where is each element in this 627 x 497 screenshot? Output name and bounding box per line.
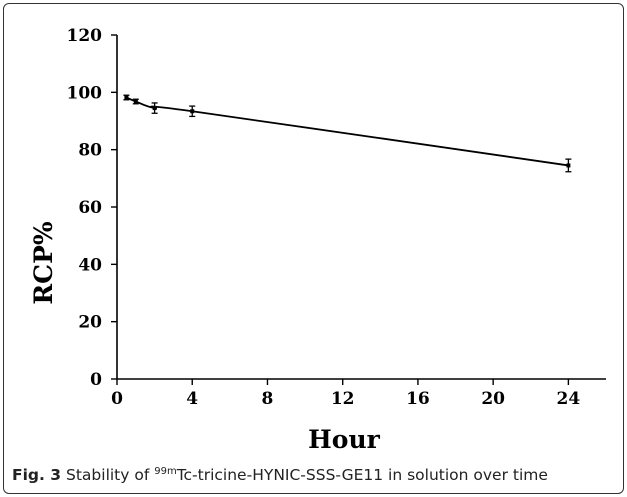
figure-caption: Fig. 3 Stability of 99mTc-tricine-HYNIC-… (12, 466, 548, 484)
y-tick-label: 20 (78, 313, 102, 333)
data-point (133, 99, 138, 104)
x-tick-label: 0 (111, 389, 123, 409)
y-tick-label: 0 (90, 370, 102, 390)
x-tick-label: 16 (406, 389, 430, 409)
x-tick-label: 8 (262, 389, 274, 409)
x-tick-label: 4 (186, 389, 198, 409)
y-axis-label: RCP% (29, 221, 58, 304)
y-tick-label: 120 (67, 26, 103, 46)
data-point (124, 95, 129, 100)
x-tick-label: 12 (331, 389, 355, 409)
caption-superscript: 99m (154, 466, 177, 477)
ticks: 0 20 40 60 80 100 120 0 4 8 12 16 20 24 (67, 26, 581, 409)
x-tick-label: 24 (557, 389, 581, 409)
caption-text-after: Tc-tricine-HYNIC-SSS-GE11 in solution ov… (176, 466, 548, 484)
axes (116, 35, 606, 380)
caption-label: Fig. 3 (12, 466, 62, 484)
data-point (152, 106, 157, 111)
data-marks (123, 94, 572, 173)
y-tick-label: 100 (67, 83, 103, 103)
x-tick-label: 20 (481, 389, 505, 409)
data-point (566, 163, 571, 168)
y-tick-label: 80 (78, 141, 102, 161)
figure-frame (3, 3, 624, 494)
caption-text-before: Stability of (61, 466, 155, 484)
data-point (190, 109, 195, 114)
y-tick-label: 40 (78, 255, 102, 275)
x-axis-label: Hour (308, 425, 380, 454)
y-tick-label: 60 (78, 198, 102, 218)
